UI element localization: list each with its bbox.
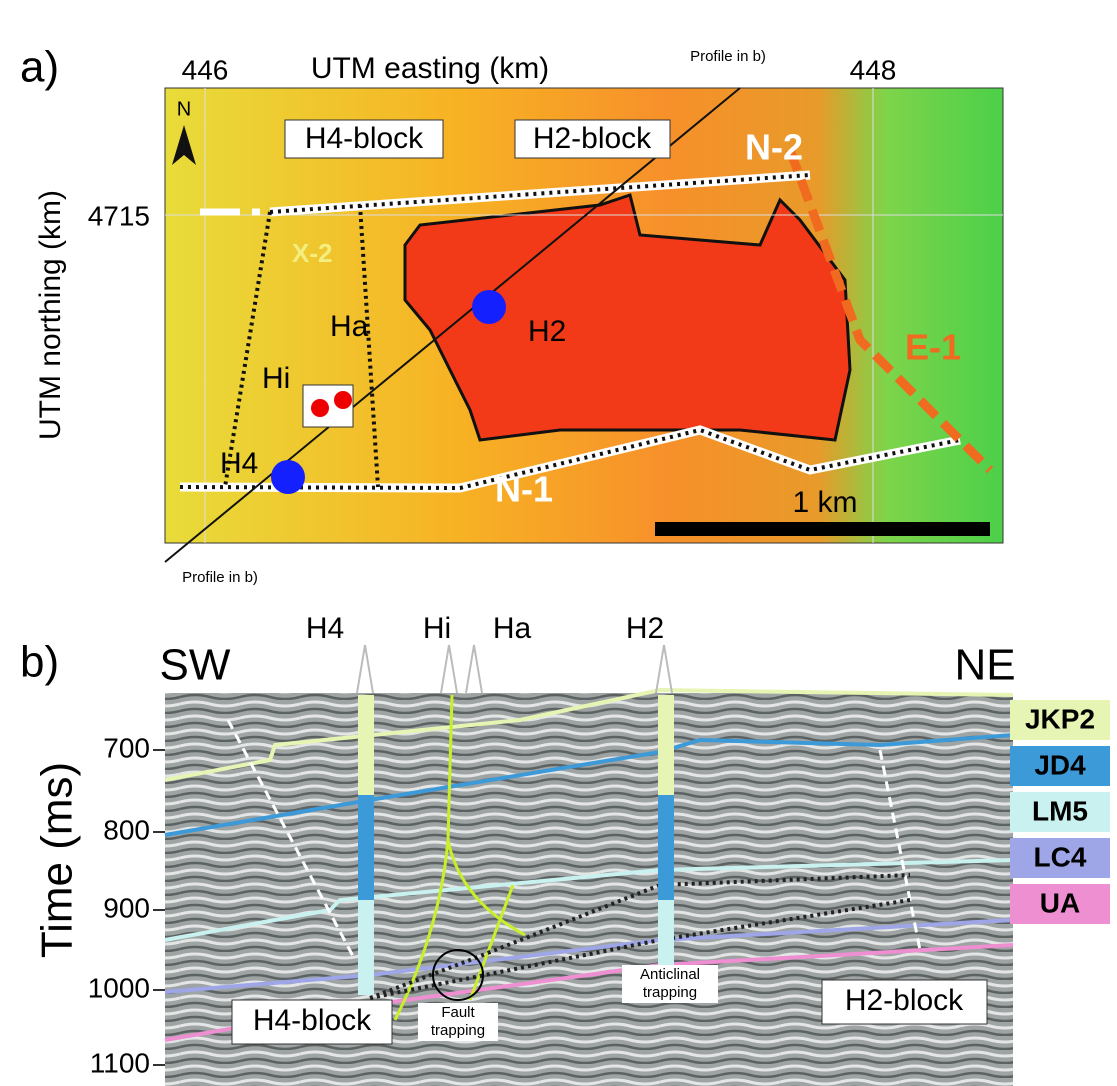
well-column [358, 695, 374, 795]
y-tick-label: 900 [103, 892, 150, 923]
annotation-box [418, 1003, 498, 1041]
panel-label: b) [20, 638, 59, 687]
well-column [658, 695, 674, 795]
y-axis-title: UTM northing (km) [34, 190, 67, 440]
fault [393, 694, 526, 1021]
y-tick-label: 800 [103, 814, 150, 845]
horizon [164, 918, 1014, 994]
label-box [284, 119, 444, 159]
label-box [514, 119, 671, 159]
x-tick-label: 448 [850, 54, 897, 85]
block-label: H4-block [305, 122, 424, 155]
legend-swatch [1010, 884, 1110, 924]
profile-label: Profile in b) [690, 48, 766, 65]
fault-label: E-1 [905, 327, 961, 368]
label-box [231, 999, 393, 1045]
north-arrow [172, 125, 196, 165]
well-label: Hi [262, 362, 290, 395]
legend-swatch [1010, 700, 1110, 740]
derricks [356, 644, 673, 694]
fault-label: N-1 [495, 469, 553, 510]
north-label: N [177, 98, 191, 120]
fault-label: X-2 [292, 238, 332, 268]
faults [179, 148, 994, 493]
annotation: trapping [431, 1022, 485, 1039]
annotation: Fault [441, 1004, 475, 1021]
y-tick-label: 1100 [90, 1047, 150, 1078]
scale-label: 1 km [792, 486, 857, 519]
legend-label: LC4 [1034, 841, 1087, 872]
trap-circle [432, 949, 484, 1001]
y-tick-label: 4715 [88, 200, 150, 231]
y-axis-title: Time (ms) [33, 762, 82, 958]
red-area [403, 193, 852, 442]
direction-label: NE [954, 641, 1015, 690]
well [472, 290, 506, 324]
profile-line [164, 87, 741, 563]
legend-swatch [1010, 838, 1110, 878]
well-label: H2 [626, 612, 664, 645]
block-label: H4-block [253, 1004, 372, 1037]
legend-label: UA [1040, 887, 1080, 918]
well-label: H4 [220, 447, 258, 480]
scale-bar [655, 522, 990, 536]
well-column [358, 795, 374, 900]
well-label: H4 [306, 612, 344, 645]
label-box [821, 979, 988, 1025]
annotation-box [622, 965, 718, 1003]
well-column [658, 795, 674, 900]
well-label: H2 [528, 315, 566, 348]
direction-label: SW [160, 641, 231, 690]
well-label: Ha [330, 310, 369, 343]
x-axis-title: UTM easting (km) [311, 52, 549, 85]
legend-swatch [1010, 792, 1110, 832]
fault [226, 719, 922, 961]
panel-label: a) [20, 43, 59, 92]
horizon [164, 733, 1014, 837]
well-label: Hi [423, 612, 451, 645]
block-label: H2-block [845, 984, 964, 1017]
well-label: Ha [493, 612, 532, 645]
legend-swatch [1010, 746, 1110, 786]
legend-label: LM5 [1032, 795, 1088, 826]
legend-label: JD4 [1034, 749, 1086, 780]
y-tick-label: 700 [103, 732, 150, 763]
block-label: H2-block [533, 122, 652, 155]
horizon [164, 858, 1014, 942]
x-tick-label: 446 [182, 54, 229, 85]
well [334, 391, 352, 409]
annotation: Anticlinal [640, 966, 700, 983]
profile-label: Profile in b) [182, 569, 258, 586]
well [311, 399, 329, 417]
well [271, 460, 305, 494]
legend-label: JKP2 [1025, 703, 1095, 734]
fault-label: N-2 [745, 127, 803, 168]
annotation: trapping [643, 984, 697, 1001]
y-tick-label: 1000 [88, 972, 150, 1003]
